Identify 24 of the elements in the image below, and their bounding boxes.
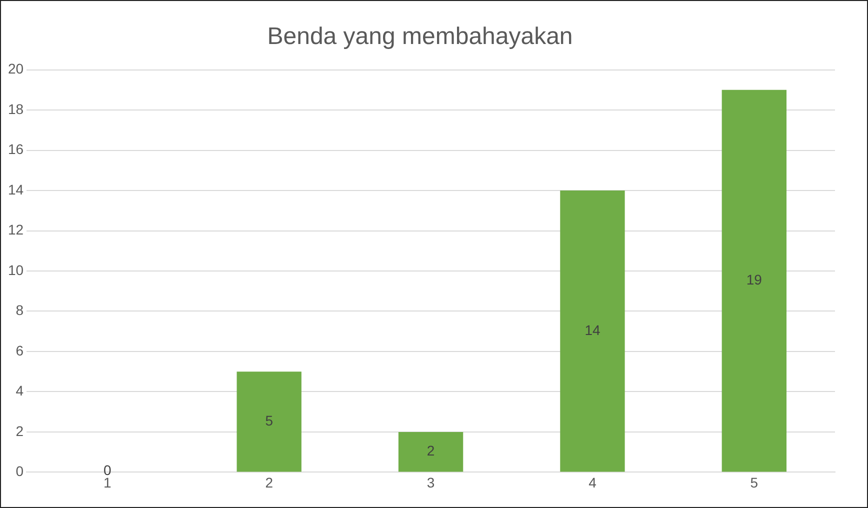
x-tick-label: 2 <box>265 474 274 490</box>
y-tick-label: 18 <box>8 100 24 117</box>
bar <box>236 372 302 472</box>
y-tick-label: 8 <box>16 302 24 318</box>
y-tick-label: 16 <box>8 141 24 158</box>
x-tick-label: 5 <box>750 474 758 490</box>
x-tick-label: 4 <box>588 474 597 490</box>
bar <box>398 432 464 472</box>
data-label: 14 <box>584 322 600 338</box>
y-tick-label: 6 <box>16 342 24 358</box>
data-label: 2 <box>426 442 435 459</box>
y-tick-label: 10 <box>8 262 24 278</box>
bar <box>722 90 786 472</box>
x-tick-label: 3 <box>426 474 435 490</box>
y-tick-label: 2 <box>16 422 24 439</box>
data-label: 5 <box>265 412 274 429</box>
y-tick-label: 0 <box>16 463 24 480</box>
data-label: 19 <box>746 272 762 288</box>
chart-title: Benda yang membahayakan <box>267 23 573 50</box>
y-tick-label: 20 <box>8 60 24 77</box>
y-tick-label: 12 <box>8 222 24 238</box>
y-tick-label: 4 <box>16 382 24 399</box>
y-tick-label: 14 <box>8 181 24 198</box>
bar <box>560 190 625 472</box>
